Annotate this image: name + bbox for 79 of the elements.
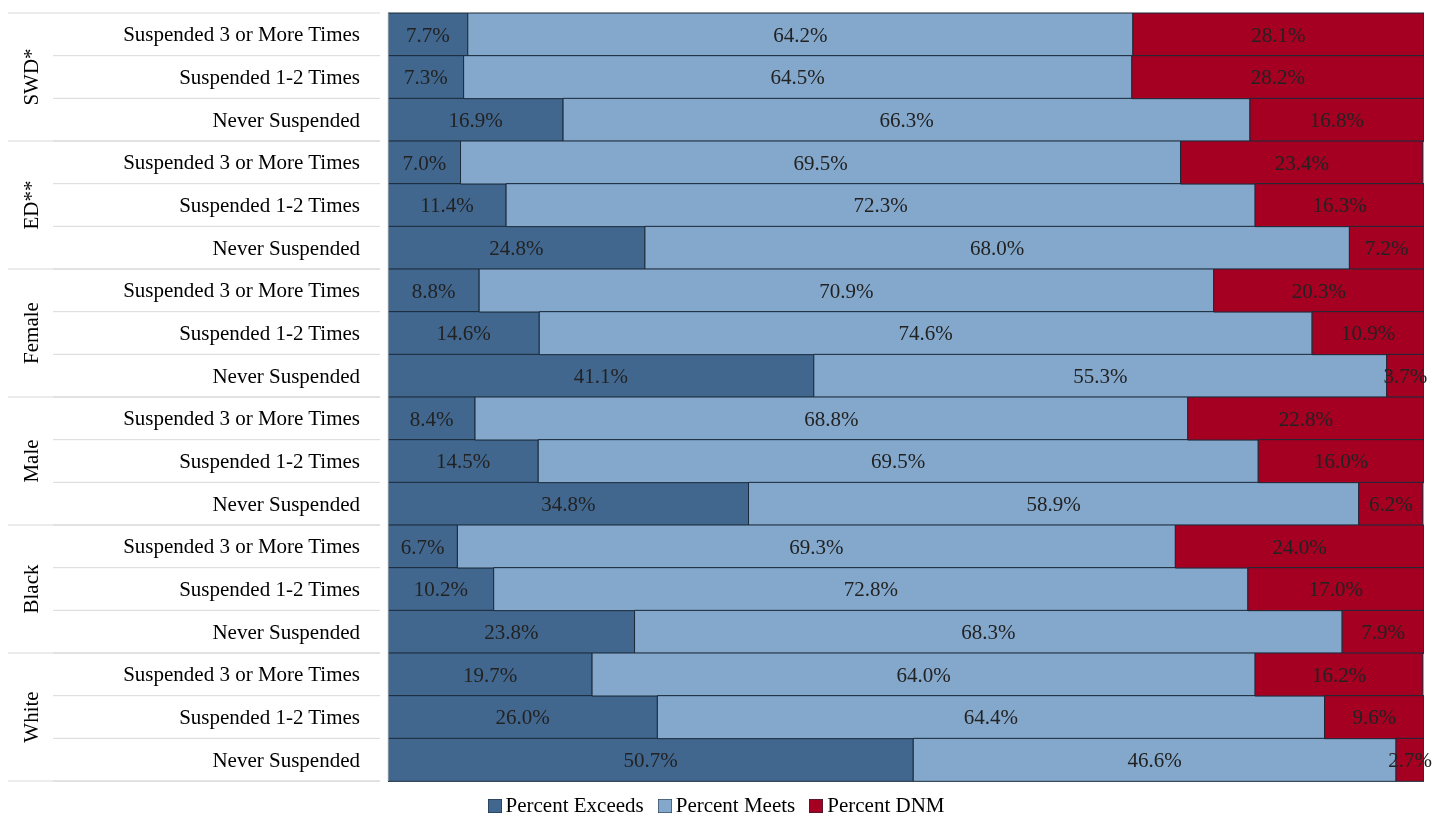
y-tick-label: Never Suspended [212,235,361,260]
data-label: 28.2% [1250,65,1306,90]
legend-label: Percent Meets [674,793,796,818]
text: Female [19,302,43,364]
data-label: 17.0% [1308,577,1364,602]
data-label: 64.4% [963,705,1019,730]
data-label: 16.2% [1311,662,1367,687]
data-label: 8.4% [409,406,454,431]
data-label: 8.8% [411,278,456,303]
data-label: 72.8% [843,577,898,602]
data-label: 69.5% [871,449,926,474]
data-label: 70.9% [819,278,874,303]
data-label: 64.5% [770,65,825,90]
data-label: 28.1% [1251,22,1306,47]
y-tick-label: Suspended 3 or More Times [123,22,360,47]
y-tick-label: Suspended 3 or More Times [123,278,360,303]
data-label: 34.8% [541,491,596,516]
data-label: 20.3% [1291,278,1346,303]
data-label: 9.6% [1352,705,1397,730]
data-label: 58.9% [1026,491,1081,516]
text: SWD* [19,48,43,106]
data-label: 10.9% [1340,321,1396,346]
data-label: 7.7% [406,22,450,47]
y-tick-label: Suspended 1-2 Times [179,577,360,601]
data-label: 24.8% [489,235,544,260]
data-label: 6.2% [1368,491,1413,516]
y-tick-label: Never Suspended [212,363,361,388]
legend-label: Percent Exceeds [504,793,644,818]
data-label: 55.3% [1073,363,1128,388]
data-label: 16.9% [448,107,503,132]
data-label: 23.8% [484,619,539,644]
text: Male [19,439,43,483]
data-label: 7.2% [1364,235,1409,260]
data-label: 64.0% [896,662,951,687]
y-tick-label: Suspended 3 or More Times [123,150,360,175]
data-label: 7.9% [1361,619,1405,644]
data-label: 16.0% [1313,449,1369,474]
data-label: 66.3% [879,107,934,132]
y-tick-label: Never Suspended [212,491,361,516]
legend-label: Percent DNM [826,793,945,818]
data-label: 68.3% [961,619,1016,644]
y-tick-label: Never Suspended [212,107,361,132]
data-label: 26.0% [495,705,550,730]
text: Black [19,564,43,614]
data-label: 64.2% [773,22,828,47]
data-label: 11.4% [420,193,474,218]
text: ED** [19,180,43,230]
data-label: 69.3% [789,534,844,559]
data-label: 23.4% [1274,150,1329,175]
y-tick-label: Suspended 1-2 Times [179,193,360,217]
data-label: 16.3% [1312,193,1367,218]
data-label: 41.1% [573,363,629,388]
y-tick-label: Suspended 3 or More Times [123,406,360,431]
data-label: 7.3% [403,65,448,90]
data-label: 46.6% [1127,747,1182,772]
y-tick-label: Suspended 1-2 Times [179,449,360,473]
data-label: 10.2% [413,577,468,602]
y-tick-label: Never Suspended [212,747,361,772]
y-tick-label: Suspended 1-2 Times [179,321,360,345]
data-label: 68.0% [970,235,1025,260]
y-tick-label: Never Suspended [212,619,361,644]
data-label: 6.7% [400,534,445,559]
data-label: 50.7% [623,747,678,772]
data-label: 68.8% [804,406,859,431]
data-label: 72.3% [853,193,908,218]
y-tick-label: Suspended 3 or More Times [123,534,360,559]
data-label: 16.8% [1309,107,1365,132]
data-label: 7.0% [402,150,447,175]
data-label: 69.5% [793,150,848,175]
y-tick-label: Suspended 3 or More Times [123,662,360,687]
data-label: 22.8% [1278,406,1334,431]
y-tick-label: Suspended 1-2 Times [179,65,360,89]
data-label: 24.0% [1272,534,1327,559]
data-label: 14.6% [436,321,491,346]
data-label: 14.5% [435,449,491,474]
text: White [19,691,43,743]
data-label: 74.6% [898,321,953,346]
data-label: 19.7% [462,662,518,687]
y-tick-label: Suspended 1-2 Times [179,705,360,729]
